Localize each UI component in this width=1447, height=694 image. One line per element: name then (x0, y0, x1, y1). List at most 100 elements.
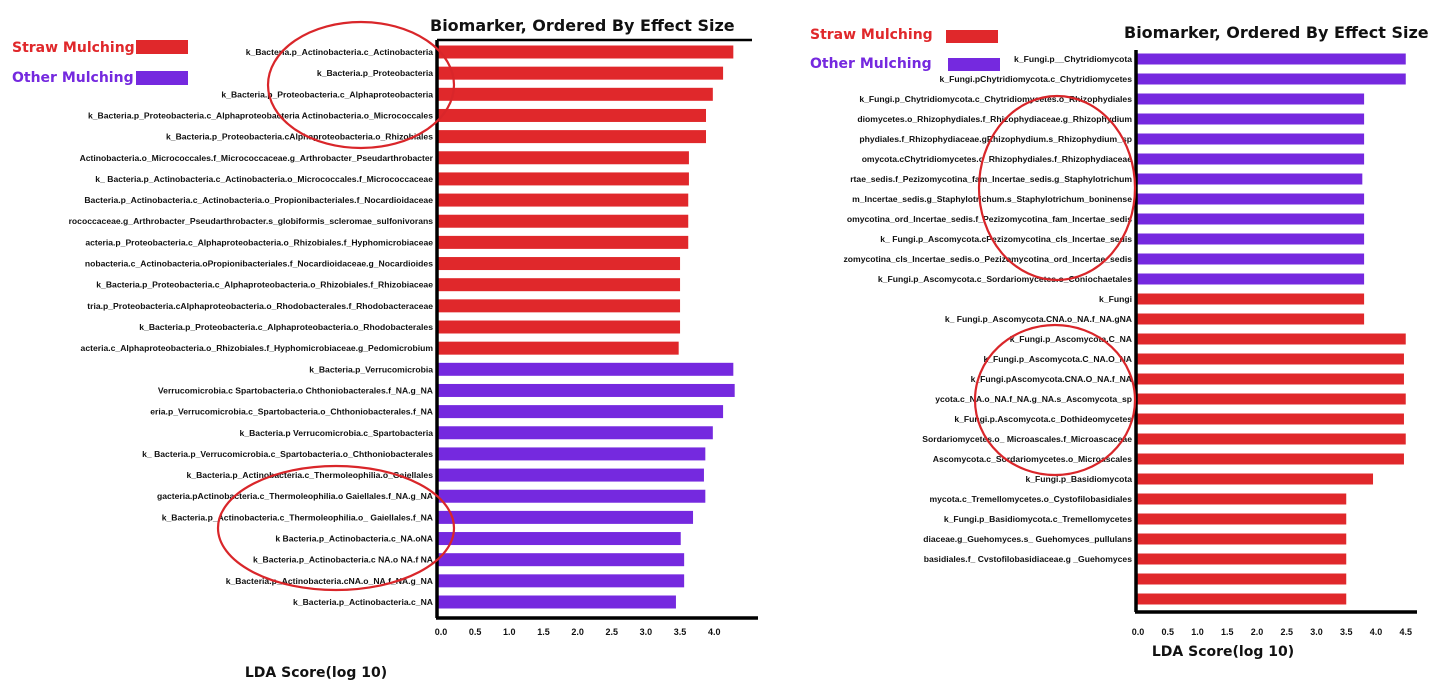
bar-straw (437, 341, 679, 355)
bar-label: rtae_sedis.f_Pezizomycotina_fam_Incertae… (850, 174, 1132, 184)
x-tick-label: 0.0 (435, 627, 448, 637)
bar-straw (1136, 313, 1365, 325)
x-tick-label: 1.0 (1191, 627, 1204, 637)
legend-swatch-other (136, 71, 188, 85)
bar-other (1136, 93, 1365, 105)
legend-swatch-straw (136, 40, 188, 54)
bar-label: m_Incertae_sedis.g_Staphylotrichum.s_Sta… (852, 194, 1132, 204)
right-legend: Straw Mulching Other Mulching (810, 27, 1000, 72)
bar-straw (1136, 453, 1404, 465)
bar-label: zomycotina_cls_Incertae_sedis.o_Pezizomy… (844, 254, 1133, 264)
legend-label-other: Other Mulching (12, 70, 134, 86)
right-bar-chart: k_Fungi.p__Chytridiomycota k_Fungi.pChytr… (844, 50, 1417, 637)
x-tick-label: 2.0 (571, 627, 584, 637)
bar-label: tria.p_Proteobacteria.cAlphaproteobacter… (87, 301, 433, 311)
bar-label: k_Fungi.p_Chytridiomycota.c_Chytridiomyc… (859, 94, 1132, 104)
bar-label: Actinobacteria.o_Micrococcales.f_Microco… (80, 153, 434, 163)
bar-straw (1136, 413, 1404, 425)
bar-straw (437, 87, 713, 101)
bar-label: k_Bacteria.p_Actinobacteria.c NA.o NA.f … (253, 555, 433, 565)
bar-other (1136, 73, 1406, 85)
right-chart-title: Biomarker, Ordered By Effect Size (1124, 23, 1429, 42)
annotation-circle (266, 20, 456, 150)
bar-other (1136, 213, 1365, 225)
bar-straw (1136, 533, 1347, 545)
x-tick-label: 1.0 (503, 627, 516, 637)
annotation-circles (216, 20, 1137, 592)
bar-other (437, 383, 735, 397)
bar-label: Sordariomycetes.o_ Microascales.f_Microa… (922, 434, 1132, 444)
bar-straw (437, 193, 689, 207)
bar-other (1136, 133, 1365, 145)
bar-other (1136, 273, 1365, 285)
bar-label: k_Bacteria.p Verrucomicrobia.c_Spartobac… (240, 428, 434, 438)
bar-label: k_Fungi.p.Ascomycota.c_Dothideomycetes (954, 414, 1132, 424)
bar-label: k_Fungi.p__Chytridiomycota (1014, 54, 1132, 64)
bar-label: k_Fungi.p_Basidiomycota (1026, 474, 1133, 484)
bar-label: Verrucomicrobia.c Spartobacteria.o Chtho… (158, 385, 433, 395)
bar-label: k_Bacteria.p_Proteobacteria (317, 68, 433, 78)
left-bar-chart: k_Bacteria.p_Actinobacteria.c_Actinobact… (69, 38, 758, 637)
bar-label: k_ Fungi.p_Ascomycota.cPezizomycotina_cl… (880, 234, 1132, 244)
bar-straw (437, 151, 689, 165)
bar-straw (1136, 553, 1347, 565)
x-tick-label: 4.0 (708, 627, 721, 637)
x-tick-label: 2.5 (605, 627, 618, 637)
bar-label: diomycetes.o_Rhizophydiales.f_Rhizophydi… (857, 114, 1132, 124)
x-tick-label: 3.0 (640, 627, 653, 637)
bar-label: Ascomycota.c_Sordariomycetes.o_Microasca… (933, 454, 1132, 464)
bar-label: k_Fungi.p_Ascomycota.C_NA (1010, 334, 1132, 344)
bar-other (1136, 53, 1406, 65)
bar-label: omycota.cChytridiomycetes.o_Rhizophydial… (862, 154, 1133, 164)
bar-straw (437, 214, 689, 228)
annotation-circle (216, 464, 456, 592)
bar-label: k_Bacteria.p_Actinobacteria.cNA.o_NA.f_N… (226, 576, 433, 586)
bar-label: mycota.c_Tremellomycetes.o_Cystofilobasi… (929, 494, 1132, 504)
x-tick-label: 3.0 (1310, 627, 1323, 637)
bar-label: Bacteria.p_Actinobacteria.c_Actinobacter… (84, 195, 433, 205)
bar-straw (1136, 493, 1347, 505)
left-x-axis-label: LDA Score(log 10) (245, 665, 387, 681)
bar-other (437, 574, 685, 588)
bar-straw (1136, 333, 1406, 345)
bar-other (1136, 153, 1365, 165)
bar-straw (1136, 393, 1406, 405)
bar-label: k_Bacteria.p_Actinobacteria.c_Thermoleop… (187, 470, 434, 480)
bar-label: k_Fungi.p_Ascomycota.C_NA.O_NA (983, 354, 1132, 364)
bar-straw (437, 299, 681, 313)
x-tick-label: 0.0 (1132, 627, 1145, 637)
bar-label: diaceae.g_Guehomyces.s_ Guehomyces_pullu… (923, 534, 1132, 544)
bar-label: k_Bacteria.p_Actinobacteria.c_NA (293, 597, 433, 607)
legend-label-straw: Straw Mulching (12, 40, 135, 56)
bar-label: k_ Fungi.p_Ascomycota.CNA.o_NA.f_NA.gNA (945, 314, 1132, 324)
bar-label: k_ Bacteria.p_Verrucomicrobia.c_Spartoba… (142, 449, 433, 459)
bar-label: k_Bacteria.p_Actinobacteria.c_Thermoleop… (162, 512, 433, 522)
bar-other (1136, 253, 1365, 265)
bar-other (437, 447, 706, 461)
bar-other (437, 489, 706, 503)
bar-other (1136, 233, 1365, 245)
bar-straw (1136, 353, 1404, 365)
x-tick-label: 1.5 (1221, 627, 1234, 637)
bar-straw (1136, 593, 1347, 605)
bar-straw (437, 320, 681, 334)
bar-straw (437, 278, 681, 292)
bar-label: eria.p_Verrucomicrobia.c_Spartobacteria.… (150, 407, 433, 417)
bar-label: k_Bacteria.p_Actinobacteria.c_Actinobact… (246, 47, 433, 57)
bar-label: k_Bacteria.p_Verrucomicrobia (309, 364, 433, 374)
bar-label: k_Fungi (1099, 294, 1132, 304)
bar-label: k_Bacteria.p_Proteobacteria.cAlphaproteo… (166, 132, 433, 142)
bar-straw (1136, 293, 1365, 305)
bar-label: k_ Bacteria.p_Actinobacteria.c_Actinobac… (95, 174, 433, 184)
x-tick-label: 4.0 (1370, 627, 1383, 637)
legend-swatch-straw (946, 30, 998, 43)
bar-other (437, 426, 713, 440)
bar-other (437, 468, 704, 482)
bar-straw (1136, 433, 1406, 445)
x-tick-label: 2.0 (1251, 627, 1264, 637)
bar-label: phydiales.f_Rhizophydiaceae.gRhizophydiu… (859, 134, 1132, 144)
right-x-axis-label: LDA Score(log 10) (1152, 644, 1294, 660)
bar-straw (437, 257, 681, 271)
bar-other (1136, 113, 1365, 125)
legend-label-other: Other Mulching (810, 56, 932, 72)
